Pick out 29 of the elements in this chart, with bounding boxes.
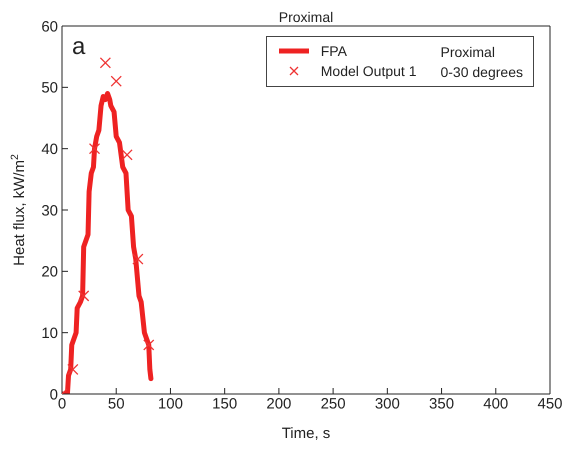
chart-title: Proximal	[278, 9, 334, 25]
x-tick-label: 450	[537, 396, 563, 413]
y-tick-label: 20	[41, 264, 58, 281]
y-tick-label: 60	[41, 18, 58, 36]
point	[88, 143, 100, 154]
point	[78, 290, 90, 302]
point	[143, 339, 154, 351]
x-tick-label: 200	[266, 396, 292, 413]
point	[121, 149, 133, 160]
point	[67, 364, 78, 376]
x-tick-label: 350	[429, 396, 454, 413]
x-tick-label: 300	[374, 396, 400, 413]
y-tick-label: 40	[41, 140, 58, 158]
point	[110, 76, 122, 87]
x-tick-label: 400	[483, 396, 508, 413]
x-tick-label: 100	[158, 396, 183, 413]
y-tick-label: 50	[41, 80, 58, 97]
legend-label: Model Output 1	[320, 63, 416, 79]
point	[132, 253, 144, 265]
x-tick-label: 150	[212, 396, 238, 413]
legend-label: FPA	[320, 43, 347, 59]
x-axis-title: Time, s	[282, 425, 330, 442]
y-tick-label: 30	[41, 202, 58, 220]
y-tick-label: 10	[41, 324, 58, 342]
x-tick-label: 50	[108, 396, 125, 413]
annotation: a	[72, 33, 86, 60]
annotation: Proximal 0-30 degrees	[440, 43, 523, 82]
point	[100, 57, 112, 68]
x-tick-label: 250	[320, 396, 346, 413]
